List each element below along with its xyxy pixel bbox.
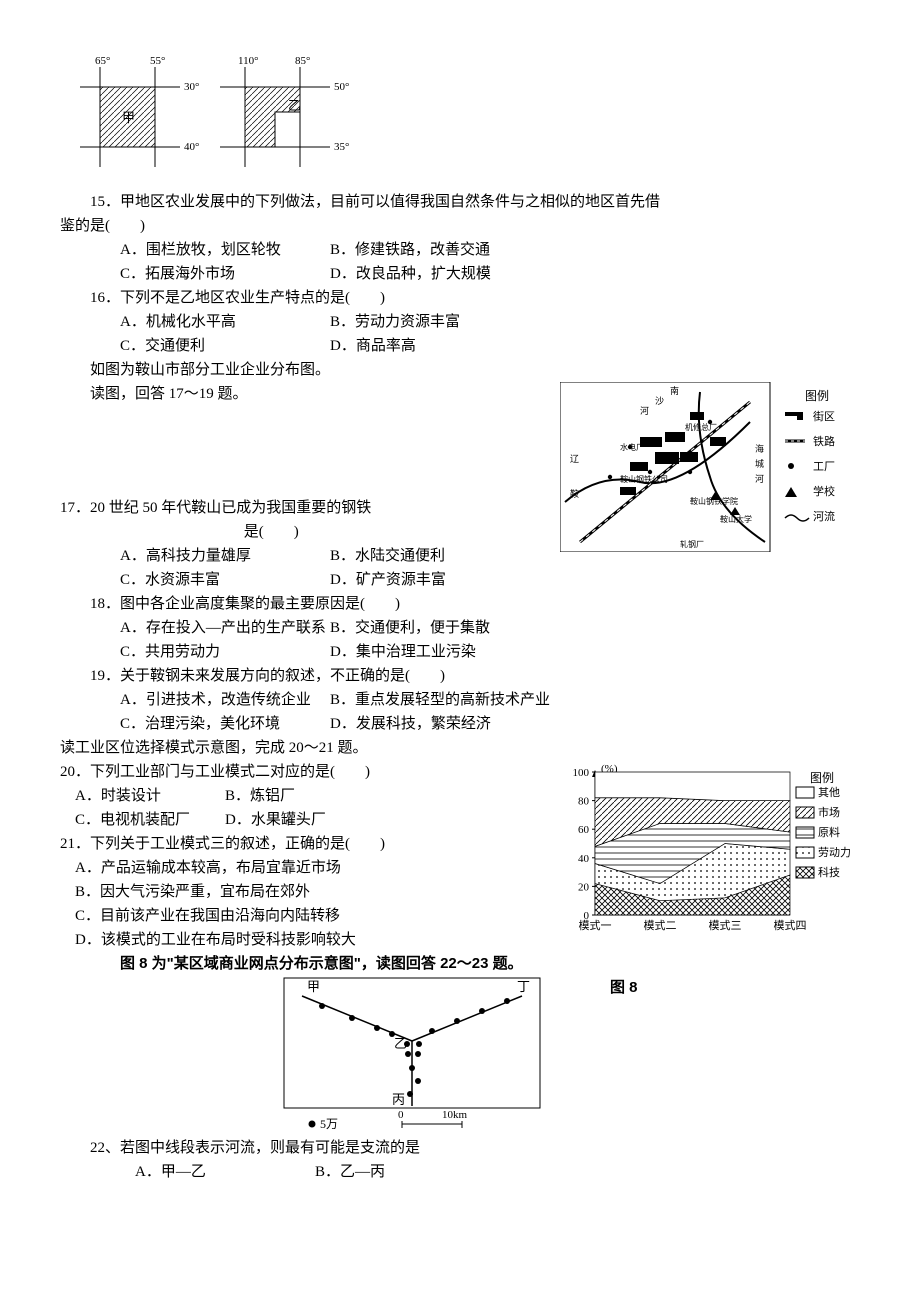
- q17-opt-a: A．高科技力量雄厚: [120, 544, 330, 568]
- q16-opt-a: A．机械化水平高: [120, 310, 330, 334]
- map-lbl-8: 河: [640, 405, 649, 416]
- map-lbl-4: 水电厂: [620, 442, 644, 452]
- svg-text:市场: 市场: [818, 805, 840, 819]
- fig8-yi: 乙: [394, 1036, 407, 1051]
- map-lbl-5: 轧钢厂: [680, 539, 704, 549]
- label-jia: 甲: [122, 110, 135, 125]
- fig8-jia: 甲: [307, 979, 320, 994]
- q22-stem: 22、若图中线段表示河流，则最有可能是支流的是: [60, 1136, 860, 1160]
- map-lbl-2: 鞍山钢铁学院: [690, 496, 738, 506]
- q19-opt-b: B．重点发展轻型的高新技术产业: [330, 688, 550, 712]
- map-lbl-10: 海: [755, 443, 764, 454]
- anshan-legend-title: 图例: [805, 389, 829, 403]
- map-lbl-6: 南: [670, 385, 679, 396]
- map-lbl-0: 机修总厂: [685, 422, 717, 432]
- map-lbl-13: 鞍: [570, 488, 579, 499]
- q19-opt-c: C．治理污染，美化环境: [120, 712, 330, 736]
- lat-35: 35°: [334, 141, 349, 153]
- intro17-l1: 如图为鞍山市部分工业企业分布图。: [60, 358, 860, 382]
- q19-opt-a: A．引进技术，改造传统企业: [120, 688, 330, 712]
- svg-text:原料: 原料: [818, 825, 840, 839]
- q22-opt-a: A．甲—乙: [135, 1160, 315, 1184]
- q15-opt-a: A．围栏放牧，划区轮牧: [120, 238, 330, 262]
- legend-school: 学校: [813, 484, 835, 498]
- q17-stem-a: 17．20 世纪 50 年代鞍山已成为我国重要的钢铁: [60, 500, 371, 516]
- q18-opt-b: B．交通便利，便于集散: [330, 616, 490, 640]
- figure-two-maps: 65° 55° 30° 40° 甲 110° 85° 50° 35° 乙: [60, 52, 860, 182]
- svg-text:40: 40: [578, 853, 590, 865]
- q22-opt-b: B．乙—丙: [315, 1160, 385, 1184]
- intro22: 图 8 为"某区域商业网点分布示意图"，读图回答 22～23 题。: [60, 952, 860, 976]
- q15-opt-c: C．拓展海外市场: [120, 262, 330, 286]
- anshan-map-wrap: 机修总厂 鞍山钢铁公司 鞍山钢铁学院 鞍山大学 水电厂 轧钢厂 南 沙 河 辽 …: [560, 382, 860, 552]
- svg-text:科技: 科技: [818, 865, 840, 879]
- q20-opt-b: B．炼铝厂: [225, 784, 295, 808]
- svg-text:20: 20: [578, 881, 590, 893]
- lon-55: 55°: [150, 55, 165, 67]
- map-lbl-1: 鞍山钢铁公司: [620, 474, 668, 484]
- figure-8-svg: 甲 丁 乙 丙 5万 0 10km: [282, 976, 542, 1136]
- q15-opt-b: B．修建铁路，改善交通: [330, 238, 490, 262]
- q20-opt-d: D．水果罐头厂: [225, 808, 326, 832]
- legend-rail: 铁路: [813, 435, 835, 448]
- anshan-map-svg: 机修总厂 鞍山钢铁公司 鞍山钢铁学院 鞍山大学 水电厂 轧钢厂 南 沙 河 辽 …: [560, 382, 860, 552]
- q18-opt-d: D．集中治理工业污染: [330, 640, 476, 664]
- mode-chart-wrap: 020406080100(%)模式一模式二模式三模式四图例其他市场原料劳动力科技: [560, 760, 860, 940]
- label-yi: 乙: [288, 98, 301, 113]
- svg-text:60: 60: [578, 824, 590, 836]
- lat-50: 50°: [334, 81, 349, 93]
- svg-text:其他: 其他: [818, 786, 840, 799]
- fig8-bing: 丙: [392, 1092, 405, 1107]
- q16-stem: 16．下列不是乙地区农业生产特点的是( ): [60, 286, 860, 310]
- q18-stem: 18．图中各企业高度集聚的最主要原因是( ): [60, 592, 860, 616]
- svg-text:80: 80: [578, 796, 590, 808]
- q19-stem: 19．关于鞍钢未来发展方向的叙述，不正确的是( ): [60, 664, 860, 688]
- q18-opt-c: C．共用劳动力: [120, 640, 330, 664]
- map-lbl-11: 城: [755, 459, 764, 469]
- svg-text:100: 100: [573, 767, 590, 779]
- fig8-scale-km: 10km: [442, 1109, 468, 1121]
- q17-opt-b: B．水陆交通便利: [330, 544, 445, 568]
- map-jia-yi-svg: 65° 55° 30° 40° 甲 110° 85° 50° 35° 乙: [60, 52, 360, 182]
- fig8-pop: 5万: [320, 1117, 338, 1131]
- mode-chart-svg: 020406080100(%)模式一模式二模式三模式四图例其他市场原料劳动力科技: [560, 760, 860, 940]
- svg-text:劳动力: 劳动力: [818, 846, 851, 859]
- lon-110: 110°: [238, 55, 259, 67]
- intro20: 读工业区位选择模式示意图，完成 20～21 题。: [60, 736, 860, 760]
- q17-stem-b: 是( ): [244, 524, 299, 540]
- svg-text:模式四: 模式四: [774, 919, 807, 932]
- q19-opt-d: D．发展科技，繁荣经济: [330, 712, 491, 736]
- figure-8-wrap: 甲 丁 乙 丙 5万 0 10km 图 8: [60, 976, 860, 1136]
- lon-85: 85°: [295, 55, 310, 67]
- legend-block: 街区: [813, 409, 835, 423]
- q17-opt-d: D．矿产资源丰富: [330, 568, 446, 592]
- q20-opt-a: A．时装设计: [75, 784, 225, 808]
- q18-opt-a: A．存在投入—产出的生产联系: [120, 616, 330, 640]
- fig8-ding: 丁: [517, 979, 530, 994]
- map-lbl-12: 河: [755, 473, 764, 484]
- q15-stem-a: 15．甲地区农业发展中的下列做法，目前可以值得我国自然条件与之相似的地区首先借: [60, 190, 860, 214]
- q16-opt-b: B．劳动力资源丰富: [330, 310, 460, 334]
- q20-opt-c: C．电视机装配厂: [75, 808, 225, 832]
- q15-opt-d: D．改良品种，扩大规模: [330, 262, 491, 286]
- map-lbl-3: 鞍山大学: [720, 514, 752, 524]
- svg-text:图例: 图例: [810, 771, 834, 785]
- q15-stem-b: 鉴的是( ): [60, 214, 860, 238]
- map-lbl-7: 沙: [655, 396, 664, 406]
- fig8-scale-0: 0: [398, 1109, 404, 1121]
- q17-opt-c: C．水资源丰富: [120, 568, 330, 592]
- map-lbl-9: 辽: [570, 454, 579, 464]
- lat-40: 40°: [184, 141, 199, 153]
- legend-factory: 工厂: [813, 461, 835, 473]
- fig8-caption: 图 8: [610, 979, 638, 996]
- q16-opt-d: D．商品率高: [330, 334, 416, 358]
- lon-65: 65°: [95, 55, 110, 67]
- svg-text:模式三: 模式三: [709, 919, 742, 932]
- svg-text:模式二: 模式二: [644, 919, 677, 932]
- svg-text:模式一: 模式一: [579, 919, 612, 932]
- legend-river: 河流: [813, 509, 835, 523]
- lat-30: 30°: [184, 81, 199, 93]
- q16-opt-c: C．交通便利: [120, 334, 330, 358]
